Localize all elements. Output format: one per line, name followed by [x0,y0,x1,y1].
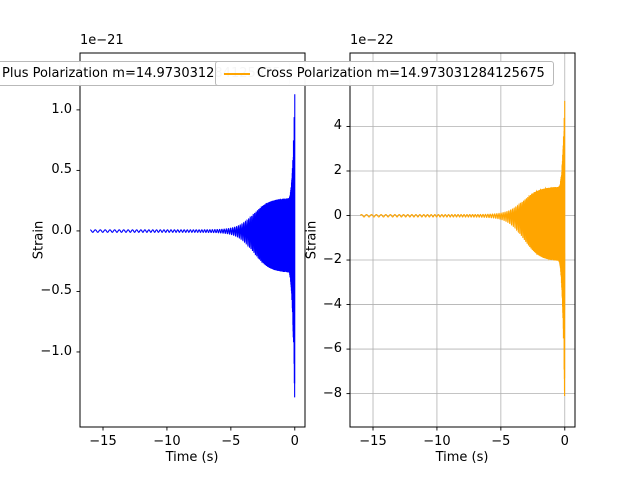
y-tick-label: −0.5 [40,283,72,299]
x-tick-label: −10 [423,434,451,449]
x-axis-label: Time (s) [165,450,219,465]
legend-label: Plus Polarization m=14.973031284125675 [2,66,281,81]
cross-waveform-chart [346,52,576,431]
x-tick-label: 0 [290,434,299,449]
y-tick-label: 4 [333,118,342,134]
plot-plus-polarization [70,43,315,437]
y-tick-label: 0.0 [51,222,72,238]
x-axis-label: Time (s) [435,450,489,465]
y-axis-offset-label: 1e−21 [80,33,124,48]
x-tick-label: 0 [560,434,569,449]
x-tick-label: −5 [491,434,511,449]
x-tick-label: −15 [359,434,387,449]
y-tick-label: −1.0 [40,343,72,359]
legend-cross-polarization: Cross Polarization m=14.973031284125675 [215,61,554,86]
x-tick-label: −10 [153,434,181,449]
plus-waveform-chart [76,52,306,431]
legend-label: Cross Polarization m=14.973031284125675 [257,66,545,81]
y-tick-label: 1.0 [51,101,72,117]
y-tick-label: −4 [322,296,342,312]
y-tick-label: 0.5 [51,162,72,178]
y-tick-label: −8 [322,385,342,401]
legend-line-sample-icon [224,72,250,75]
y-tick-label: 2 [333,162,342,178]
y-axis-offset-label: 1e−22 [350,33,394,48]
y-tick-label: −6 [322,341,342,357]
plot-cross-polarization [340,43,585,437]
x-tick-label: −5 [221,434,241,449]
y-tick-label: 0 [333,207,342,223]
x-tick-label: −15 [89,434,117,449]
y-tick-label: −2 [322,252,342,268]
